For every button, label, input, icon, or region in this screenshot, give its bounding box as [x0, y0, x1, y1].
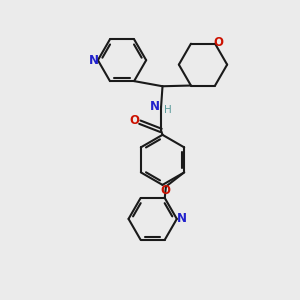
- Text: N: N: [88, 54, 98, 67]
- Text: H: H: [164, 105, 171, 115]
- Text: O: O: [160, 184, 170, 196]
- Text: N: N: [177, 212, 187, 225]
- Text: N: N: [150, 100, 160, 113]
- Text: O: O: [130, 114, 140, 127]
- Text: O: O: [214, 36, 224, 49]
